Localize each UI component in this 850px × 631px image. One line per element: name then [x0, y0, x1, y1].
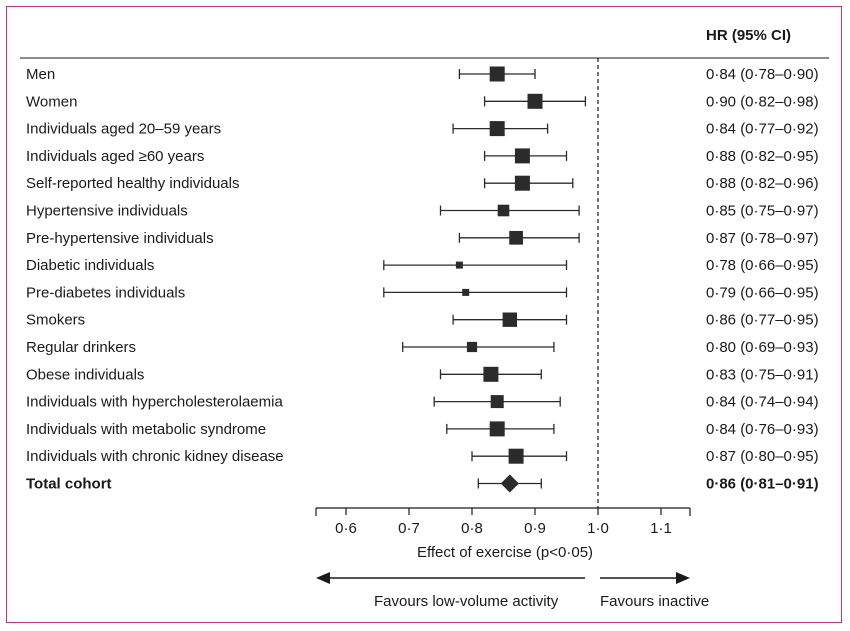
row-6-label: Pre-hypertensive individuals — [26, 230, 214, 247]
row-5-ci-text: 0·85 (0·75–0·97) — [706, 203, 819, 220]
row-6-estimate-square — [509, 230, 523, 245]
row-14-estimate-square — [508, 448, 524, 464]
row-10-ci-text: 0·80 (0·69–0·93) — [706, 339, 819, 356]
row-14-ci-text: 0·87 (0·80–0·95) — [706, 448, 819, 465]
row-11-estimate-square — [483, 366, 499, 382]
row-12-ci-text: 0·84 (0·74–0·94) — [706, 394, 819, 411]
row-6-ci-text: 0·87 (0·78–0·97) — [706, 230, 819, 247]
row-12-estimate-square — [490, 395, 504, 409]
row-8-estimate-square — [462, 288, 470, 296]
x-tick-label: 0·9 — [524, 520, 546, 537]
column-header: HR (95% CI) — [706, 27, 791, 44]
total-estimate-diamond — [500, 474, 519, 493]
row-4-estimate-square — [514, 175, 530, 191]
x-tick-label: 1·1 — [650, 520, 672, 537]
row-7-ci-text: 0·78 (0·66–0·95) — [706, 257, 819, 274]
row-8-ci-text: 0·79 (0·66–0·95) — [706, 284, 819, 301]
row-4-ci-text: 0·88 (0·82–0·96) — [706, 175, 819, 192]
row-5-label: Hypertensive individuals — [26, 203, 188, 220]
row-3-estimate-square — [514, 148, 530, 164]
row-10-label: Regular drinkers — [26, 339, 136, 356]
row-13-estimate-square — [489, 421, 505, 437]
row-10-estimate-square — [466, 341, 478, 353]
row-4-label: Self-reported healthy individuals — [26, 175, 239, 192]
total-label: Total cohort — [26, 476, 112, 493]
row-12-label: Individuals with hypercholesterolaemia — [26, 394, 283, 411]
row-0-label: Men — [26, 66, 55, 83]
row-2-estimate-square — [489, 121, 505, 137]
row-11-ci-text: 0·83 (0·75–0·91) — [706, 366, 819, 383]
row-14-label: Individuals with chronic kidney disease — [26, 448, 284, 465]
favours-left-label: Favours low-volume activity — [374, 593, 559, 610]
row-3-label: Individuals aged ≥60 years — [26, 148, 204, 165]
row-1-estimate-square — [527, 93, 543, 109]
row-7-label: Diabetic individuals — [26, 257, 154, 274]
row-9-estimate-square — [502, 312, 517, 327]
x-tick-label: 0·6 — [335, 520, 357, 537]
row-2-label: Individuals aged 20–59 years — [26, 121, 221, 138]
row-9-ci-text: 0·86 (0·77–0·95) — [706, 312, 819, 329]
row-13-ci-text: 0·84 (0·76–0·93) — [706, 421, 819, 438]
row-9-label: Smokers — [26, 312, 85, 329]
x-axis-label: Effect of exercise (p<0·05) — [417, 544, 593, 561]
row-1-ci-text: 0·90 (0·82–0·98) — [706, 93, 819, 110]
row-0-estimate-square — [489, 66, 505, 82]
row-1-label: Women — [26, 93, 77, 110]
x-tick-label: 1·0 — [587, 520, 609, 537]
row-5-estimate-square — [497, 204, 510, 217]
favours-left-arrowhead — [316, 572, 330, 584]
row-13-label: Individuals with metabolic syndrome — [26, 421, 266, 438]
x-tick-label: 0·7 — [398, 520, 420, 537]
figure-frame — [6, 6, 842, 623]
total-ci-text: 0·86 (0·81–0·91) — [706, 476, 819, 493]
row-2-ci-text: 0·84 (0·77–0·92) — [706, 121, 819, 138]
favours-right-arrowhead — [676, 572, 690, 584]
favours-right-label: Favours inactive — [600, 593, 709, 610]
row-11-label: Obese individuals — [26, 366, 144, 383]
x-tick-label: 0·8 — [461, 520, 483, 537]
row-0-ci-text: 0·84 (0·78–0·90) — [706, 66, 819, 83]
row-8-label: Pre-diabetes individuals — [26, 284, 185, 301]
row-7-estimate-square — [455, 261, 463, 269]
row-3-ci-text: 0·88 (0·82–0·95) — [706, 148, 819, 165]
